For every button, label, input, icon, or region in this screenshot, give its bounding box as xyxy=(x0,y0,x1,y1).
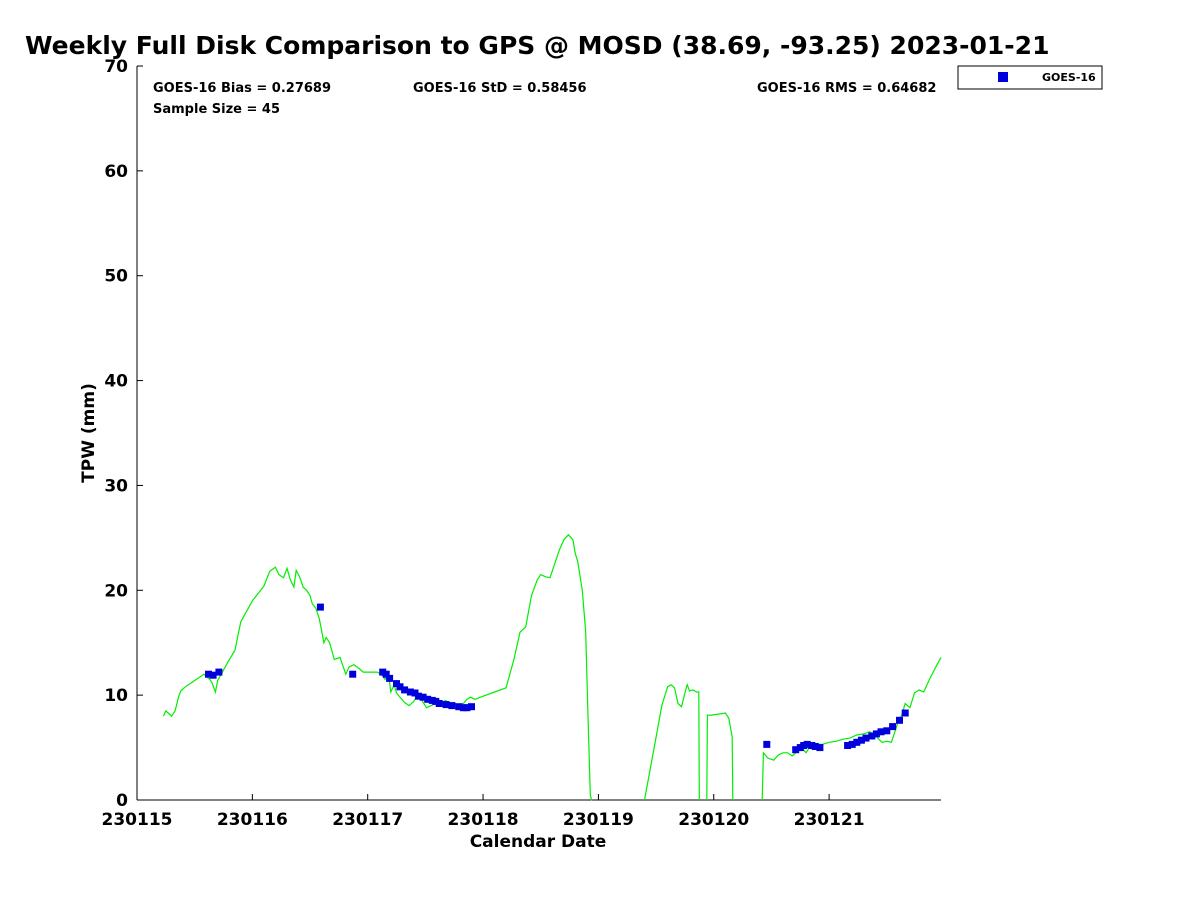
goes16-point xyxy=(205,670,212,678)
gps-line-segment xyxy=(643,682,700,801)
goes16-point xyxy=(349,670,357,678)
goes16-point xyxy=(215,668,223,676)
gps-line-segment xyxy=(761,657,942,801)
goes16-point xyxy=(442,701,450,709)
legend-goes16-marker xyxy=(998,72,1008,82)
chart-title: Weekly Full Disk Comparison to GPS @ MOS… xyxy=(25,31,1049,60)
goes16-point xyxy=(435,700,443,707)
y-axis-ticks: 0 10 20 30 40 50 60 70 xyxy=(104,57,143,811)
goes16-point xyxy=(401,686,409,694)
x-tick-label: 230115 xyxy=(102,810,173,830)
x-tick-label: 230118 xyxy=(448,810,519,830)
goes16-point xyxy=(763,740,771,748)
goes16-point xyxy=(448,702,456,710)
rms-stat: GOES-16 RMS = 0.64682 xyxy=(757,81,936,96)
goes16-point xyxy=(816,744,824,752)
plot-area xyxy=(136,66,941,801)
goes16-point xyxy=(803,740,811,748)
goes16-point xyxy=(883,727,891,735)
x-tick-label: 230117 xyxy=(332,810,403,830)
x-axis-label: Calendar Date xyxy=(470,832,607,852)
goes16-point xyxy=(415,692,422,700)
goes16-point xyxy=(862,734,870,742)
goes16-point xyxy=(419,693,427,701)
gps-series xyxy=(162,533,942,801)
x-tick-label: 230119 xyxy=(563,810,634,830)
goes16-point xyxy=(868,732,876,740)
goes16-point xyxy=(386,674,394,682)
goes16-point xyxy=(872,730,880,738)
goes16-point xyxy=(853,738,861,746)
sample-size-stat: Sample Size = 45 xyxy=(153,102,280,117)
goes16-point xyxy=(424,695,432,703)
y-axis-label: TPW (mm) xyxy=(79,383,99,483)
goes16-point xyxy=(857,736,865,744)
y-tick-label: 50 xyxy=(104,267,128,287)
goes16-point xyxy=(396,683,404,691)
goes16-point xyxy=(896,716,903,724)
goes16-point xyxy=(811,743,819,750)
goes16-point xyxy=(901,709,909,717)
y-tick-label: 60 xyxy=(104,162,128,182)
y-tick-label: 40 xyxy=(104,372,128,392)
goes16-point xyxy=(889,723,897,731)
legend: GOES-16 xyxy=(957,65,1103,90)
goes16-point xyxy=(463,704,471,712)
gps-line-segment xyxy=(706,712,734,801)
x-tick-label: 230120 xyxy=(678,810,749,830)
legend-box xyxy=(957,65,1103,90)
goes16-point xyxy=(792,746,800,754)
goes16-point xyxy=(455,703,463,711)
bias-stat: GOES-16 Bias = 0.27689 xyxy=(153,81,331,96)
y-tick-label: 0 xyxy=(116,791,128,811)
goes16-point xyxy=(406,688,414,696)
plot-background xyxy=(137,66,941,800)
stats-annotations: GOES-16 Bias = 0.27689 GOES-16 StD = 0.5… xyxy=(153,81,936,117)
y-tick-label: 10 xyxy=(104,686,128,706)
goes16-point xyxy=(316,603,324,611)
y-tick-label: 20 xyxy=(104,581,128,601)
goes16-point xyxy=(468,703,475,711)
y-tick-label: 30 xyxy=(104,476,128,496)
x-tick-label: 230116 xyxy=(217,810,288,830)
goes16-point xyxy=(844,742,852,749)
goes16-series xyxy=(205,603,909,754)
std-stat: GOES-16 StD = 0.58456 xyxy=(413,81,587,96)
goes16-point xyxy=(209,671,217,679)
x-tick-label: 230121 xyxy=(794,810,865,830)
goes16-point xyxy=(382,670,390,678)
x-axis-ticks: 230115 230116 230117 230118 230119 230120 2301… xyxy=(102,794,865,830)
goes16-point xyxy=(877,728,885,736)
legend-goes16-label: GOES-16 xyxy=(1042,71,1096,84)
goes16-point xyxy=(848,740,856,748)
y-tick-label: 70 xyxy=(104,57,128,77)
